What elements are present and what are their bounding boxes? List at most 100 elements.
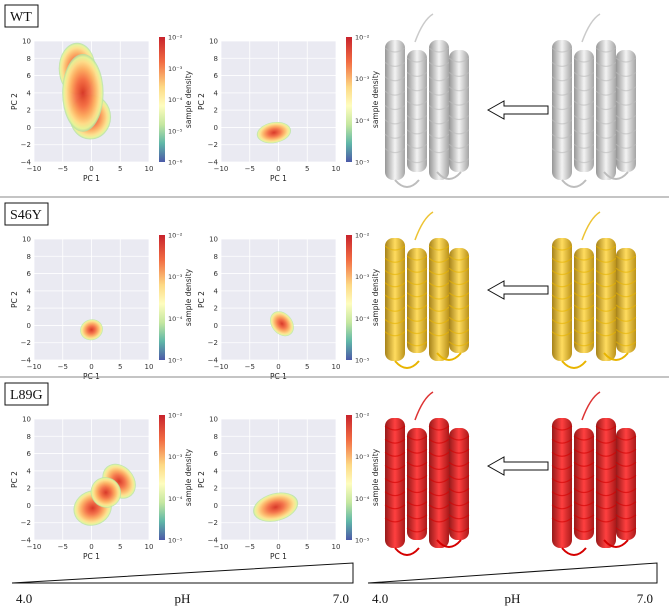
transition-arrow: [486, 100, 549, 120]
colorbar-tick: 10⁻³: [168, 273, 183, 281]
helix: [574, 248, 594, 353]
helix-turn: [595, 282, 617, 288]
helix-turn: [406, 143, 428, 149]
helix-turn: [595, 245, 617, 251]
helix-turn: [573, 461, 595, 467]
helix-turn: [428, 425, 450, 431]
density-plot: −10 −5 0 5 10 10 8 6 4 2 0 −2 −4 PC 1 PC 2 10⁻² 10⁻³ 10⁻⁴…: [197, 34, 380, 184]
helix-turn: [384, 270, 406, 276]
helix-turn: [551, 306, 573, 312]
density-cloud: [80, 319, 103, 341]
y-tick-label: 4: [214, 467, 219, 475]
helix-turn: [595, 517, 617, 523]
helix: [574, 428, 594, 540]
x-tick-label: −10: [214, 363, 229, 371]
y-tick-label: 0: [27, 502, 31, 510]
helix-turn: [595, 319, 617, 325]
y-tick-label: 8: [214, 55, 218, 63]
colorbar-label: sample density: [184, 70, 193, 128]
helix-turn: [573, 100, 595, 106]
helix-turn: [595, 90, 617, 96]
y-tick-label: 8: [27, 55, 31, 63]
loop: [561, 547, 587, 556]
x-tick-label: −10: [214, 543, 229, 551]
helix-turn: [428, 517, 450, 523]
helix-turn: [551, 148, 573, 154]
helix-turn: [428, 61, 450, 67]
x-tick-label: 10: [145, 165, 154, 173]
helix-turn: [615, 100, 637, 106]
helix-turn: [428, 306, 450, 312]
helix-turn: [384, 105, 406, 111]
helix-turn: [615, 527, 637, 533]
colorbar-tick: 10⁻⁴: [168, 96, 183, 104]
helix-turn: [595, 61, 617, 67]
helix-turn: [573, 292, 595, 298]
x-tick-label: 0: [89, 543, 93, 551]
helix-turn: [406, 488, 428, 494]
y-tick-label: 6: [27, 270, 32, 278]
protein-structure: [384, 211, 470, 369]
helix-turn: [615, 280, 637, 286]
helix-turn: [595, 438, 617, 444]
helix-turn: [406, 341, 428, 347]
helix-turn: [595, 451, 617, 457]
helix-turn: [448, 329, 470, 335]
helix-turn: [384, 306, 406, 312]
x-tick-label: −10: [27, 165, 42, 173]
y-tick-label: 2: [27, 485, 31, 493]
helix-turn: [615, 316, 637, 322]
y-tick-label: 10: [209, 416, 218, 424]
helix-turn: [551, 319, 573, 325]
helix-turn: [428, 47, 450, 53]
density-plot: −10 −5 0 5 10 10 8 6 4 2 0 −2 −4 PC 1 PC 2 10⁻² 10⁻³ 10⁻⁴…: [197, 412, 380, 562]
y-tick-label: 4: [27, 287, 32, 295]
label-frame: [4, 202, 49, 226]
helix-turn: [615, 292, 637, 298]
panel-label: WT: [10, 10, 32, 25]
loop: [436, 171, 462, 180]
helix-turn: [615, 255, 637, 261]
panel-row-l89g: L89G −10 −5 0 5 10 10 8 6 4 2 0 −2 −4 PC 1 PC 2 10⁻² 10⁻³…: [4, 382, 637, 562]
helix-turn: [448, 527, 470, 533]
helix-turn: [448, 280, 470, 286]
ph-axis-label: pH: [505, 591, 521, 606]
loop: [603, 171, 629, 180]
helix-turn: [615, 71, 637, 77]
helix-turn: [384, 245, 406, 251]
helix-turn: [448, 292, 470, 298]
colorbar-tick: 10⁻⁵: [168, 357, 183, 365]
colorbar-tick: 10⁻²: [355, 34, 370, 42]
helix-turn: [428, 331, 450, 337]
helix-turn: [595, 331, 617, 337]
helix-turn: [615, 474, 637, 480]
helix-turn: [406, 280, 428, 286]
helix-turn: [551, 517, 573, 523]
helix-turn: [615, 329, 637, 335]
helix-turn: [406, 57, 428, 63]
helix-turn: [384, 319, 406, 325]
protein-structure: [384, 391, 470, 556]
helix-turn: [448, 514, 470, 520]
helix-turn: [573, 474, 595, 480]
loop: [561, 360, 587, 369]
y-tick-label: −4: [21, 537, 32, 545]
helix-turn: [448, 71, 470, 77]
helix-turn: [573, 57, 595, 63]
x-tick-label: −10: [27, 363, 42, 371]
helix-turn: [428, 504, 450, 510]
helix-turn: [428, 438, 450, 444]
helix-turn: [448, 461, 470, 467]
helix-turn: [573, 280, 595, 286]
helix-turn: [384, 47, 406, 53]
colorbar-tick: 10⁻²: [355, 412, 370, 420]
helix-turn: [615, 501, 637, 507]
x-tick-label: 5: [305, 543, 309, 551]
helix-turn: [406, 329, 428, 335]
helix-turn: [406, 292, 428, 298]
protein-structure: [384, 13, 470, 188]
helix-turn: [406, 527, 428, 533]
x-tick-label: −5: [58, 363, 68, 371]
loop: [436, 539, 462, 548]
transition-arrow: [486, 456, 549, 476]
